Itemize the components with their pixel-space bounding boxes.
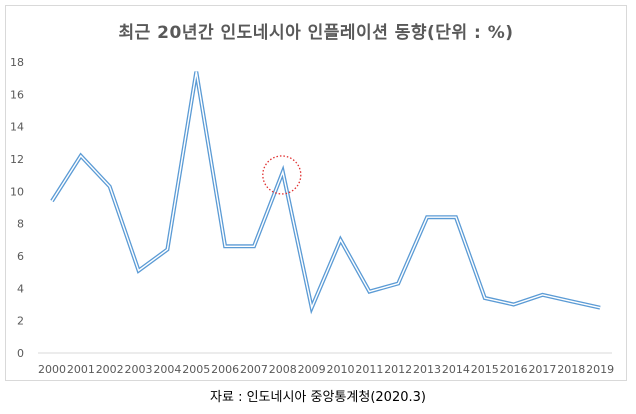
y-axis: 0 2 4 6 8 10 12 14 16 18 xyxy=(10,56,24,360)
x-axis: 2000 2001 2002 2003 2004 2005 2006 2007 2008 2009… xyxy=(38,363,614,376)
source-caption: 자료 : 인도네시아 중앙통계청(2020.3) xyxy=(210,390,426,405)
x-tick-label: 2017 xyxy=(528,363,556,376)
chart-title: 최근 20년간 인도네시아 인플레이션 동향(단위 : %) xyxy=(118,23,514,43)
x-tick-label: 2008 xyxy=(269,363,297,376)
inflation-line-chart: 0 2 4 6 8 10 12 14 16 18 2000 2001 2002 2003 2004 2005… xyxy=(10,56,614,376)
x-tick-label: 2001 xyxy=(67,363,95,376)
y-tick-label: 4 xyxy=(17,282,24,295)
x-tick-label: 2012 xyxy=(384,363,412,376)
x-tick-label: 2000 xyxy=(38,363,66,376)
series-line xyxy=(50,71,601,315)
x-tick-label: 2006 xyxy=(211,363,239,376)
y-tick-label: 2 xyxy=(17,315,24,328)
y-tick-label: 8 xyxy=(17,218,24,231)
x-tick-label: 2010 xyxy=(327,363,355,376)
y-tick-label: 16 xyxy=(10,88,24,101)
x-tick-label: 2011 xyxy=(355,363,383,376)
x-tick-label: 2009 xyxy=(298,363,326,376)
x-tick-label: 2013 xyxy=(413,363,441,376)
highlight-marker xyxy=(262,155,302,195)
y-tick-label: 18 xyxy=(10,56,24,69)
y-tick-label: 12 xyxy=(10,153,24,166)
x-tick-label: 2005 xyxy=(182,363,210,376)
x-tick-label: 2015 xyxy=(471,363,499,376)
y-tick-label: 10 xyxy=(10,185,24,198)
x-tick-label: 2004 xyxy=(153,363,181,376)
x-tick-label: 2003 xyxy=(125,363,153,376)
x-tick-label: 2014 xyxy=(442,363,470,376)
chart-frame xyxy=(5,5,627,381)
x-tick-label: 2018 xyxy=(557,363,585,376)
highlight-circle xyxy=(262,155,302,195)
series-line-inner xyxy=(51,71,601,311)
y-tick-label: 14 xyxy=(10,121,24,134)
x-tick-label: 2016 xyxy=(500,363,528,376)
y-tick-label: 0 xyxy=(17,347,24,360)
x-tick-label: 2007 xyxy=(240,363,268,376)
y-tick-label: 6 xyxy=(17,250,24,263)
x-tick-label: 2002 xyxy=(96,363,124,376)
x-tick-label: 2019 xyxy=(586,363,614,376)
